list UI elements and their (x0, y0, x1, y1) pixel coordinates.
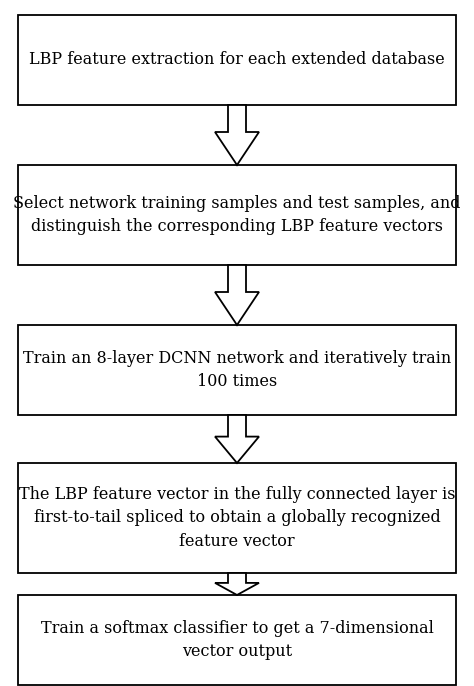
Polygon shape (215, 265, 259, 325)
Polygon shape (215, 573, 259, 595)
Bar (18, 463, 456, 573)
Text: Select network training samples and test samples, and
distinguish the correspond: Select network training samples and test… (13, 195, 461, 235)
Bar (18, 325, 456, 415)
Bar (18, 15, 456, 105)
Text: Train an 8-layer DCNN network and iteratively train
100 times: Train an 8-layer DCNN network and iterat… (23, 350, 451, 390)
Text: LBP feature extraction for each extended database: LBP feature extraction for each extended… (29, 51, 445, 69)
Bar (18, 595, 456, 685)
Bar (18, 165, 456, 265)
Polygon shape (215, 415, 259, 463)
Polygon shape (215, 105, 259, 165)
Text: The LBP feature vector in the fully connected layer is
first-to-tail spliced to : The LBP feature vector in the fully conn… (19, 486, 455, 550)
Text: Train a softmax classifier to get a 7-dimensional
vector output: Train a softmax classifier to get a 7-di… (41, 619, 433, 660)
